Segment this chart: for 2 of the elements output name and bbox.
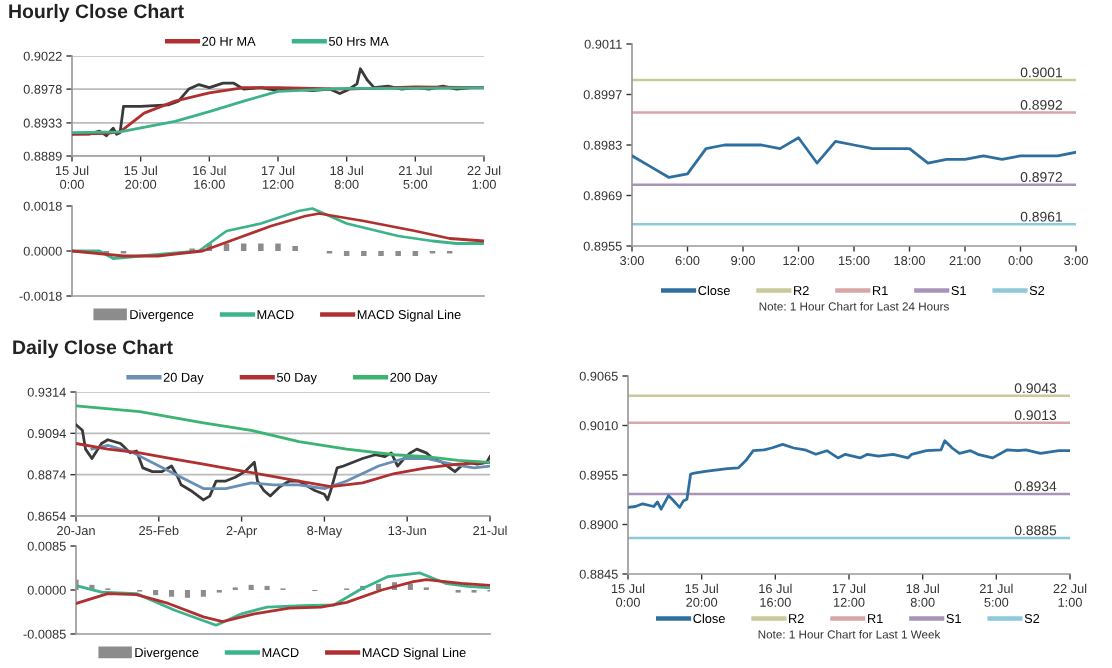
chart-title: Hourly Close Chart (9, 3, 184, 22)
chart-title: Daily Close Chart (13, 339, 173, 358)
